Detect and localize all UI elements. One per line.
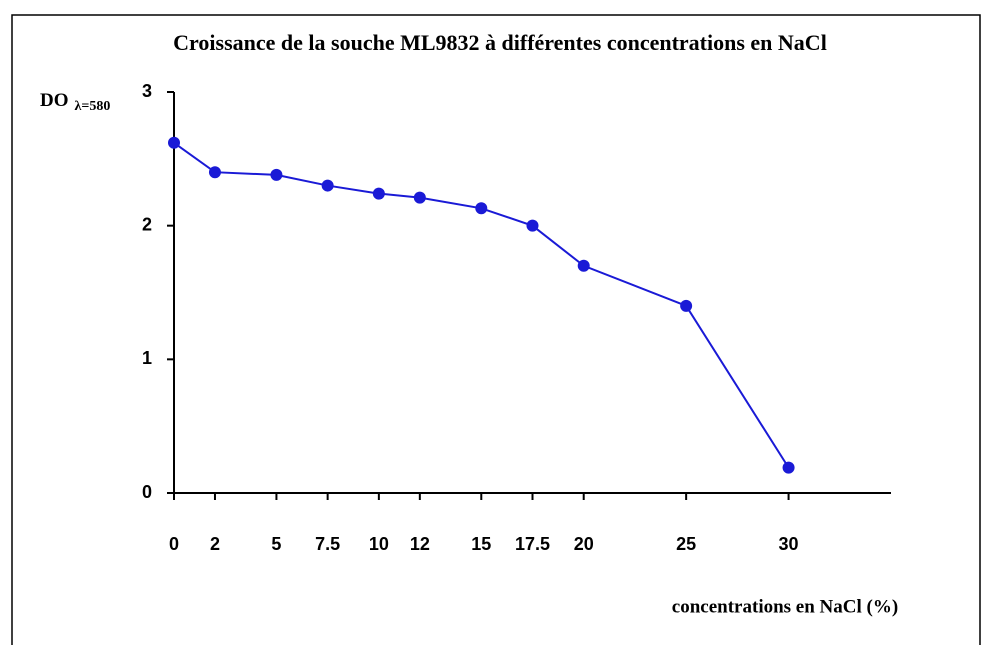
y-tick-label: 3: [142, 81, 152, 101]
marker: [782, 461, 795, 474]
y-axis-label-sub: λ=580: [75, 99, 111, 114]
x-tick-label: 10: [369, 534, 389, 554]
x-tick-label: 20: [574, 534, 594, 554]
marker: [577, 259, 590, 272]
marker: [270, 168, 283, 181]
x-tick-label: 30: [779, 534, 799, 554]
x-tick-label: 7.5: [315, 534, 340, 554]
marker: [413, 191, 426, 204]
marker: [168, 136, 180, 149]
x-tick-label: 2: [210, 534, 220, 554]
frame: [11, 14, 981, 645]
x-axis-label: concentrations en NaCl (%): [672, 596, 898, 617]
marker: [208, 166, 221, 179]
y-axis-label-main: DO: [40, 90, 69, 111]
x-tick-label: 17.5: [515, 534, 550, 554]
marker: [475, 202, 488, 215]
y-tick-label: 1: [142, 348, 152, 368]
chart-title: Croissance de la souche ML9832 à différe…: [173, 30, 827, 55]
marker: [680, 299, 693, 312]
x-tick-label: 0: [169, 534, 179, 554]
x-tick-label: 12: [410, 534, 430, 554]
y-tick-label: 2: [142, 214, 152, 234]
marker: [526, 219, 539, 232]
x-tick-label: 15: [471, 534, 491, 554]
y-axis-label: DO λ=580: [40, 90, 110, 114]
marker: [321, 179, 334, 192]
y-tick-label: 0: [142, 482, 152, 502]
x-tick-label: 25: [676, 534, 696, 554]
marker: [372, 187, 385, 200]
x-tick-label: 5: [271, 534, 281, 554]
